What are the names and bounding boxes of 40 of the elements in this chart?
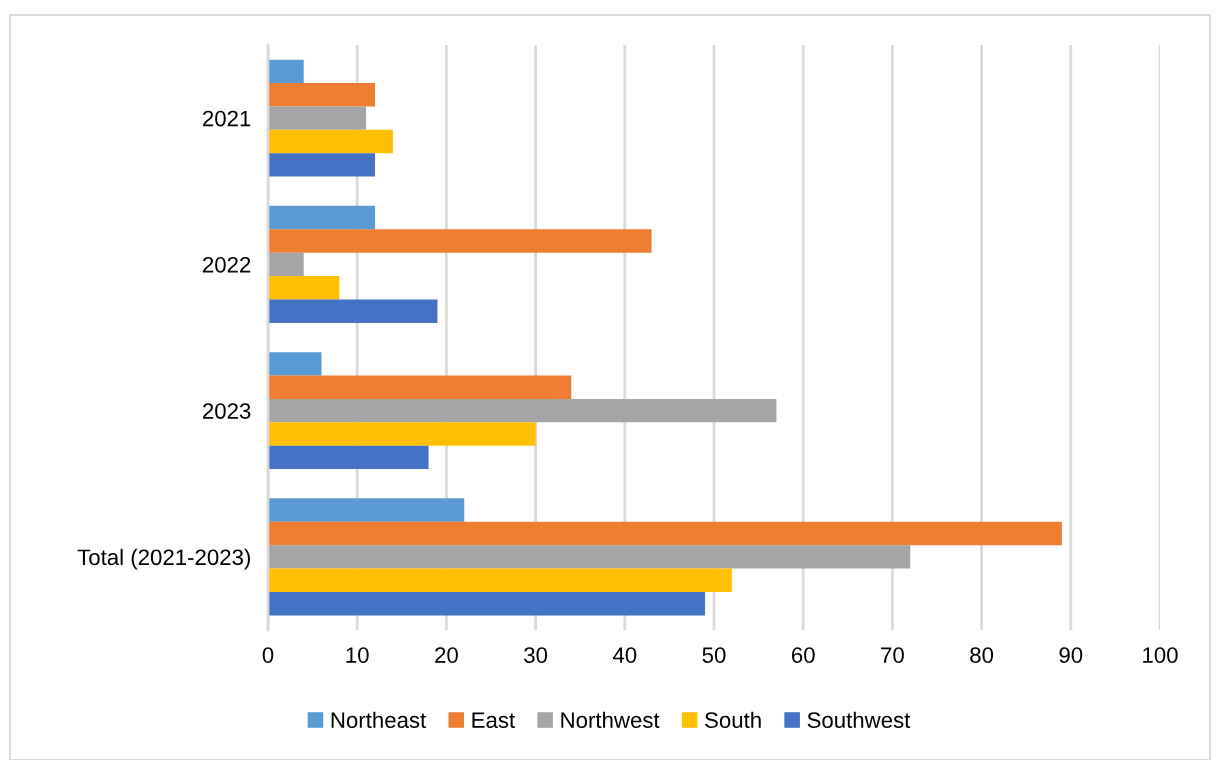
- x-tick-label: 20: [435, 647, 458, 663]
- bar: [268, 521, 1062, 546]
- bar: [268, 498, 465, 522]
- x-tick-label: 30: [524, 647, 548, 663]
- y-tick-label: 2023: [203, 403, 251, 419]
- x-tick-label: 10: [346, 647, 369, 663]
- x-tick-label: 70: [881, 647, 904, 663]
- legend-label: Northwest: [561, 711, 660, 729]
- x-tick-label: 100: [1143, 647, 1178, 663]
- x-tick-label: 40: [612, 647, 637, 663]
- legend-label: Northeast: [331, 711, 427, 729]
- x-tick-label: 60: [791, 647, 815, 663]
- y-tick-label: 2022: [203, 256, 251, 273]
- bar: [268, 375, 572, 399]
- bar: [268, 205, 376, 230]
- legend-label: Southwest: [807, 711, 911, 729]
- bar: [268, 445, 429, 470]
- x-tick-label: 0: [262, 647, 274, 663]
- bar: [268, 153, 376, 177]
- x-tick-label: 50: [702, 647, 726, 663]
- y-tick-label: 2021: [203, 110, 251, 127]
- bar: [268, 568, 732, 592]
- y-tick-label: Total (2021-2023): [77, 548, 250, 570]
- bar: [268, 129, 393, 154]
- bar: [268, 591, 706, 616]
- bar: [268, 83, 376, 107]
- x-tick-label: 90: [1059, 647, 1083, 663]
- bar: [268, 422, 536, 446]
- bar: [268, 352, 322, 376]
- bar: [268, 252, 304, 277]
- bar: [268, 106, 367, 130]
- bar: [268, 59, 304, 84]
- bar: [268, 398, 777, 423]
- x-tick-label: 80: [970, 647, 994, 663]
- bar: [268, 299, 438, 323]
- legend-label: East: [472, 712, 515, 729]
- bar: [268, 276, 340, 300]
- bar: [268, 229, 652, 253]
- legend-label: South: [705, 711, 761, 729]
- bar: [268, 545, 911, 569]
